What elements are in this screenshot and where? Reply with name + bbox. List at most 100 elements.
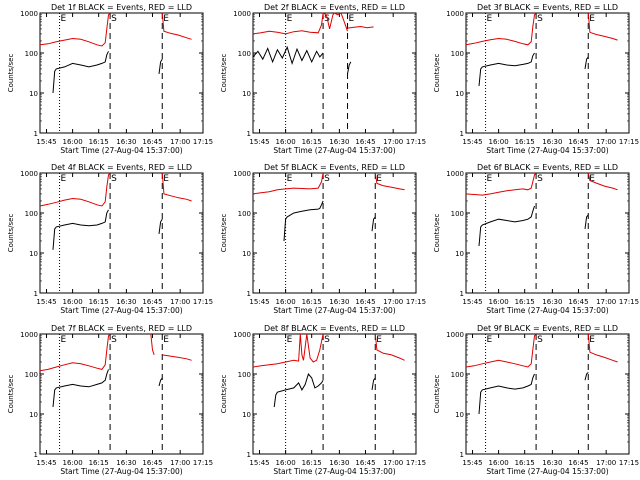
y-tick-label: 100: [238, 50, 251, 58]
events-series-line: [52, 209, 109, 250]
y-tick-label: 1: [247, 130, 251, 138]
time-marker-label: E: [163, 14, 169, 24]
time-marker-label: E: [61, 174, 67, 184]
lld-series-line: [252, 333, 324, 368]
time-marker-label: E: [487, 174, 493, 184]
y-tick-label: 10: [29, 90, 38, 98]
plot-frame: [39, 12, 204, 134]
time-marker-label: E: [487, 14, 493, 24]
x-tick-label: 15:45: [462, 298, 482, 306]
plot-title: Det 2f BLACK = Events, RED = LLD: [264, 3, 405, 12]
lld-series-line: [161, 172, 192, 202]
y-tick-label: 10: [455, 90, 464, 98]
y-axis-label: Counts/sec: [220, 214, 228, 253]
plot-title: Det 5f BLACK = Events, RED = LLD: [264, 163, 405, 172]
plot-title: Det 9f BLACK = Events, RED = LLD: [477, 324, 618, 333]
x-tick-label: 16:30: [329, 298, 349, 306]
y-tick-label: 1: [34, 130, 38, 138]
y-tick-label: 1000: [446, 331, 464, 339]
time-marker-label: E: [376, 335, 382, 345]
y-tick-label: 1000: [233, 10, 251, 18]
x-tick-label: 16:15: [515, 459, 535, 467]
events-series-line: [347, 61, 352, 74]
x-tick-label: 17:15: [619, 459, 639, 467]
x-tick-label: 16:00: [276, 138, 296, 146]
x-tick-label: 16:30: [116, 298, 136, 306]
x-tick-label: 15:45: [249, 138, 269, 146]
plot-title: Det 3f BLACK = Events, RED = LLD: [477, 3, 618, 12]
plot-frame: [252, 333, 417, 455]
y-tick-label: 100: [451, 50, 464, 58]
x-tick-label: 16:15: [89, 459, 109, 467]
y-axis-label: Counts/sec: [7, 214, 15, 253]
x-axis-label: Start Time (27-Aug-04 15:37:00): [273, 146, 395, 155]
x-tick-label: 16:45: [355, 298, 375, 306]
time-marker-label: S: [537, 174, 543, 184]
events-series-line: [158, 377, 163, 387]
y-tick-label: 100: [25, 371, 38, 379]
plot-title: Det 1f BLACK = Events, RED = LLD: [51, 3, 192, 12]
lld-series-line: [347, 25, 374, 29]
time-marker-label: S: [111, 14, 117, 24]
events-series-line: [584, 56, 589, 69]
time-marker-label: E: [287, 14, 293, 24]
y-axis-label: Counts/sec: [433, 375, 441, 414]
lld-series-line: [465, 12, 537, 46]
y-tick-label: 100: [238, 210, 251, 218]
plot-frame: [465, 12, 630, 134]
y-tick-label: 1000: [20, 10, 38, 18]
y-tick-label: 10: [242, 411, 251, 419]
plot-frame: [465, 333, 630, 455]
y-tick-label: 1000: [20, 170, 38, 178]
lld-series-line: [39, 172, 111, 207]
events-series-line: [273, 372, 324, 408]
x-tick-label: 15:45: [462, 138, 482, 146]
events-series-line: [283, 200, 324, 242]
x-tick-label: 16:45: [355, 138, 375, 146]
time-marker-label: E: [589, 14, 595, 24]
x-tick-label: 16:30: [116, 459, 136, 467]
y-tick-label: 100: [451, 371, 464, 379]
x-tick-label: 17:15: [619, 298, 639, 306]
time-marker-label: E: [349, 14, 355, 24]
y-axis-label: Counts/sec: [220, 54, 228, 93]
x-tick-label: 17:15: [193, 459, 213, 467]
y-axis-label: Counts/sec: [433, 214, 441, 253]
x-tick-label: 17:00: [383, 138, 403, 146]
x-tick-label: 17:00: [170, 298, 190, 306]
lld-series-line: [465, 172, 537, 196]
x-tick-label: 16:00: [276, 459, 296, 467]
x-axis-label: Start Time (27-Aug-04 15:37:00): [60, 467, 182, 476]
x-tick-label: 17:15: [619, 138, 639, 146]
events-series-line: [478, 52, 535, 87]
events-series-line: [584, 214, 589, 229]
plot-frame: [252, 172, 417, 294]
y-tick-label: 1000: [233, 170, 251, 178]
x-tick-label: 16:00: [276, 298, 296, 306]
time-marker-label: E: [487, 335, 493, 345]
x-tick-label: 16:00: [489, 459, 509, 467]
x-tick-label: 17:15: [193, 138, 213, 146]
x-tick-label: 16:45: [142, 298, 162, 306]
events-series-line: [371, 377, 376, 390]
y-tick-label: 10: [29, 250, 38, 258]
y-tick-label: 1: [247, 290, 251, 298]
y-axis-label: Counts/sec: [220, 375, 228, 414]
y-tick-label: 100: [25, 50, 38, 58]
y-tick-label: 10: [29, 411, 38, 419]
x-tick-label: 16:00: [489, 138, 509, 146]
x-tick-label: 15:45: [249, 459, 269, 467]
time-marker-label: E: [163, 335, 169, 345]
plot-frame: [252, 12, 417, 134]
x-tick-label: 15:45: [36, 138, 56, 146]
x-tick-label: 16:30: [542, 459, 562, 467]
events-series-line: [478, 373, 535, 415]
lld-series-line: [161, 12, 192, 40]
x-tick-label: 16:30: [329, 138, 349, 146]
x-tick-label: 15:45: [249, 298, 269, 306]
x-tick-label: 16:00: [63, 138, 83, 146]
y-axis-label: Counts/sec: [7, 54, 15, 93]
y-axis-label: Counts/sec: [433, 54, 441, 93]
x-tick-label: 16:45: [355, 459, 375, 467]
